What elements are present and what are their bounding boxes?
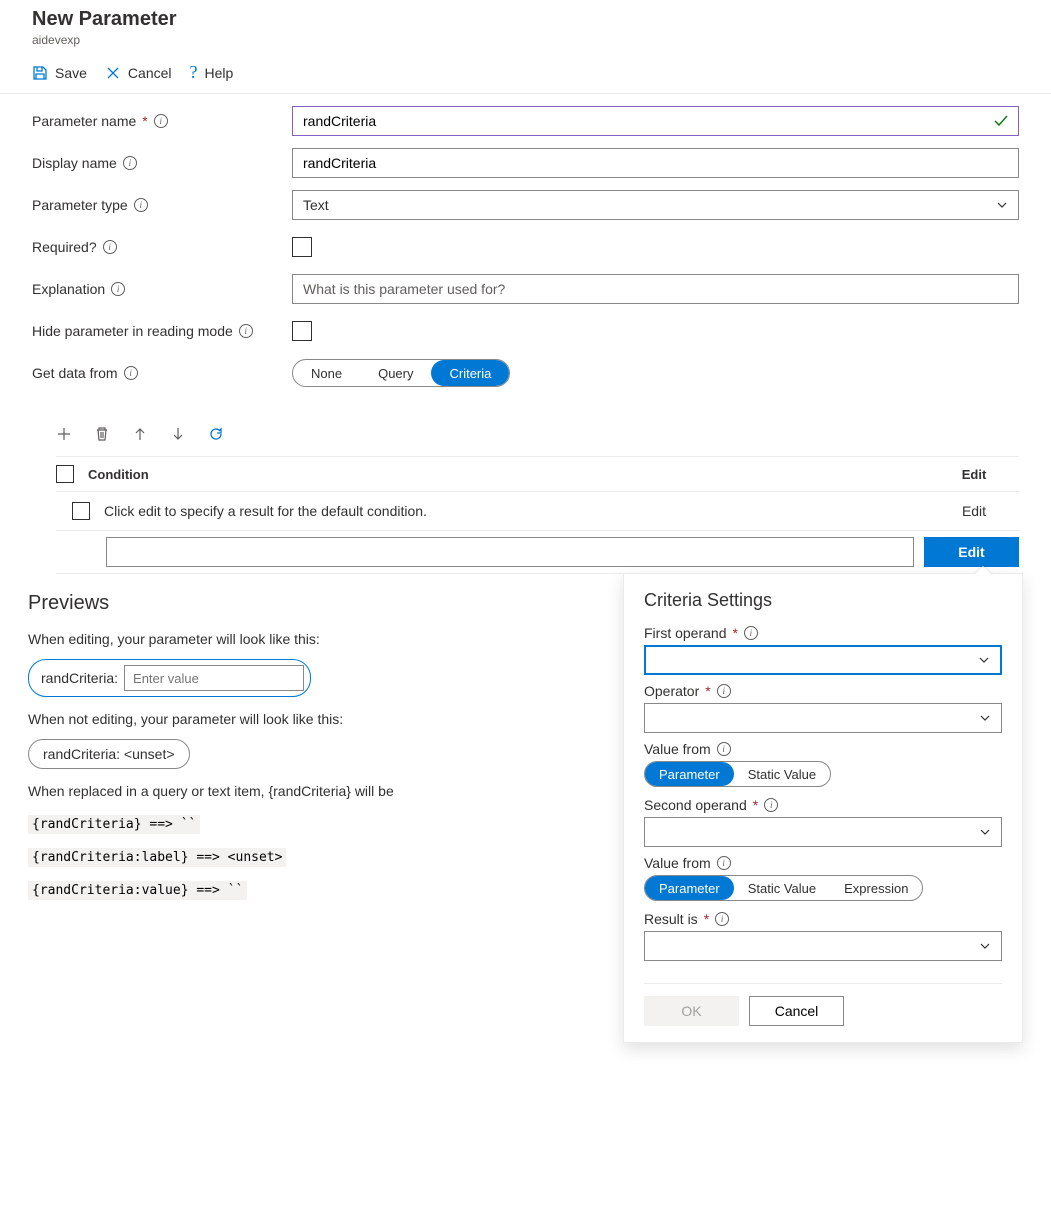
cancel-button[interactable]: Cancel <box>105 62 172 83</box>
chevron-down-icon <box>979 712 991 724</box>
close-icon <box>105 65 121 81</box>
get-data-label: Get data from i <box>32 365 292 381</box>
info-icon[interactable]: i <box>123 156 137 170</box>
edit-col: Edit <box>929 467 1019 482</box>
vf2-parameter[interactable]: Parameter <box>645 876 734 900</box>
condition-row: Click edit to specify a result for the d… <box>56 492 1019 531</box>
info-icon[interactable]: i <box>717 684 731 698</box>
info-icon[interactable]: i <box>715 912 729 926</box>
first-operand-label: First operand * i <box>644 625 1002 641</box>
criteria-settings-popover: Criteria Settings First operand * i Oper… <box>623 573 1023 1043</box>
first-operand-select[interactable] <box>644 645 1002 675</box>
info-icon[interactable]: i <box>744 626 758 640</box>
result-is-select[interactable] <box>644 931 1002 961</box>
hide-label: Hide parameter in reading mode i <box>32 323 292 339</box>
value-from2-label: Value from i <box>644 855 1002 871</box>
info-icon[interactable]: i <box>124 366 138 380</box>
code2: {randCriteria:label} ==> <unset> <box>28 848 286 867</box>
explanation-input[interactable] <box>292 274 1019 304</box>
row-edit-link[interactable]: Edit <box>929 503 1019 519</box>
condition-input[interactable] <box>106 537 914 567</box>
required-label: Required? i <box>32 239 292 255</box>
second-operand-select[interactable] <box>644 817 1002 847</box>
checkmark-icon <box>993 113 1009 129</box>
page-subtitle: aidevexp <box>32 33 1019 47</box>
help-button[interactable]: ? Help <box>190 62 234 83</box>
info-icon[interactable]: i <box>717 856 731 870</box>
popover-title: Criteria Settings <box>644 590 1002 611</box>
segment-query[interactable]: Query <box>360 360 431 386</box>
popover-cancel-button[interactable]: Cancel <box>749 996 844 1026</box>
required-checkbox[interactable] <box>292 237 312 257</box>
chevron-down-icon <box>978 654 990 666</box>
criteria-toolbar <box>56 412 1019 456</box>
chevron-down-icon <box>979 826 991 838</box>
pill-label: randCriteria: <box>41 670 118 686</box>
add-icon[interactable] <box>56 426 72 442</box>
value-from1-segmented: Parameter Static Value <box>644 761 831 787</box>
value-from1-label: Value from i <box>644 741 1002 757</box>
condition-col: Condition <box>88 467 929 482</box>
segment-none[interactable]: None <box>293 360 360 386</box>
save-button[interactable]: Save <box>32 62 87 83</box>
info-icon[interactable]: i <box>764 798 778 812</box>
hide-checkbox[interactable] <box>292 321 312 341</box>
move-up-icon[interactable] <box>132 426 148 442</box>
refresh-icon[interactable] <box>208 426 224 442</box>
info-icon[interactable]: i <box>134 198 148 212</box>
info-icon[interactable]: i <box>239 324 253 338</box>
info-icon[interactable]: i <box>717 742 731 756</box>
code1: {randCriteria} ==> `` <box>28 815 200 834</box>
display-name-input[interactable] <box>292 148 1019 178</box>
editing-pill: randCriteria: <box>28 659 311 697</box>
required-asterisk: * <box>142 113 147 129</box>
info-icon[interactable]: i <box>111 282 125 296</box>
popover-footer: OK Cancel <box>644 983 1002 1026</box>
vf1-static[interactable]: Static Value <box>734 762 830 786</box>
get-data-segmented: None Query Criteria <box>292 359 510 387</box>
chevron-down-icon <box>996 199 1008 211</box>
vf1-parameter[interactable]: Parameter <box>645 762 734 786</box>
static-pill: randCriteria: <unset> <box>28 739 190 769</box>
vf2-expression[interactable]: Expression <box>830 876 922 900</box>
cancel-label: Cancel <box>128 65 172 81</box>
toolbar: Save Cancel ? Help <box>0 52 1051 94</box>
vf2-static[interactable]: Static Value <box>734 876 830 900</box>
parameter-name-input[interactable] <box>292 106 1019 136</box>
info-icon[interactable]: i <box>103 240 117 254</box>
select-all-checkbox[interactable] <box>56 465 74 483</box>
move-down-icon[interactable] <box>170 426 186 442</box>
condition-input-row: Edit Criteria Settings First operand * i… <box>56 531 1019 574</box>
row-checkbox[interactable] <box>72 502 90 520</box>
code3: {randCriteria:value} ==> `` <box>28 881 247 900</box>
parameter-type-label: Parameter type i <box>32 197 292 213</box>
save-label: Save <box>55 65 87 81</box>
help-label: Help <box>205 65 234 81</box>
display-name-label: Display name i <box>32 155 292 171</box>
parameter-name-label: Parameter name * i <box>32 113 292 129</box>
result-is-label: Result is * i <box>644 911 1002 927</box>
condition-text: Click edit to specify a result for the d… <box>104 503 929 519</box>
save-icon <box>32 65 48 81</box>
help-icon: ? <box>190 62 198 83</box>
ok-button[interactable]: OK <box>644 996 739 1026</box>
form: Parameter name * i Display name i Parame… <box>0 94 1051 412</box>
page-title: New Parameter <box>32 8 1019 31</box>
condition-header: Condition Edit <box>56 456 1019 492</box>
pill-input[interactable] <box>124 665 304 691</box>
chevron-down-icon <box>979 940 991 952</box>
second-operand-label: Second operand * i <box>644 797 1002 813</box>
operator-label: Operator * i <box>644 683 1002 699</box>
segment-criteria[interactable]: Criteria <box>431 360 509 386</box>
parameter-type-select[interactable]: Text <box>292 190 1019 220</box>
edit-button[interactable]: Edit <box>924 537 1019 567</box>
info-icon[interactable]: i <box>154 114 168 128</box>
delete-icon[interactable] <box>94 426 110 442</box>
criteria-section: Condition Edit Click edit to specify a r… <box>0 412 1051 574</box>
value-from2-segmented: Parameter Static Value Expression <box>644 875 923 901</box>
operator-select[interactable] <box>644 703 1002 733</box>
explanation-label: Explanation i <box>32 281 292 297</box>
page-header: New Parameter aidevexp <box>0 0 1051 52</box>
